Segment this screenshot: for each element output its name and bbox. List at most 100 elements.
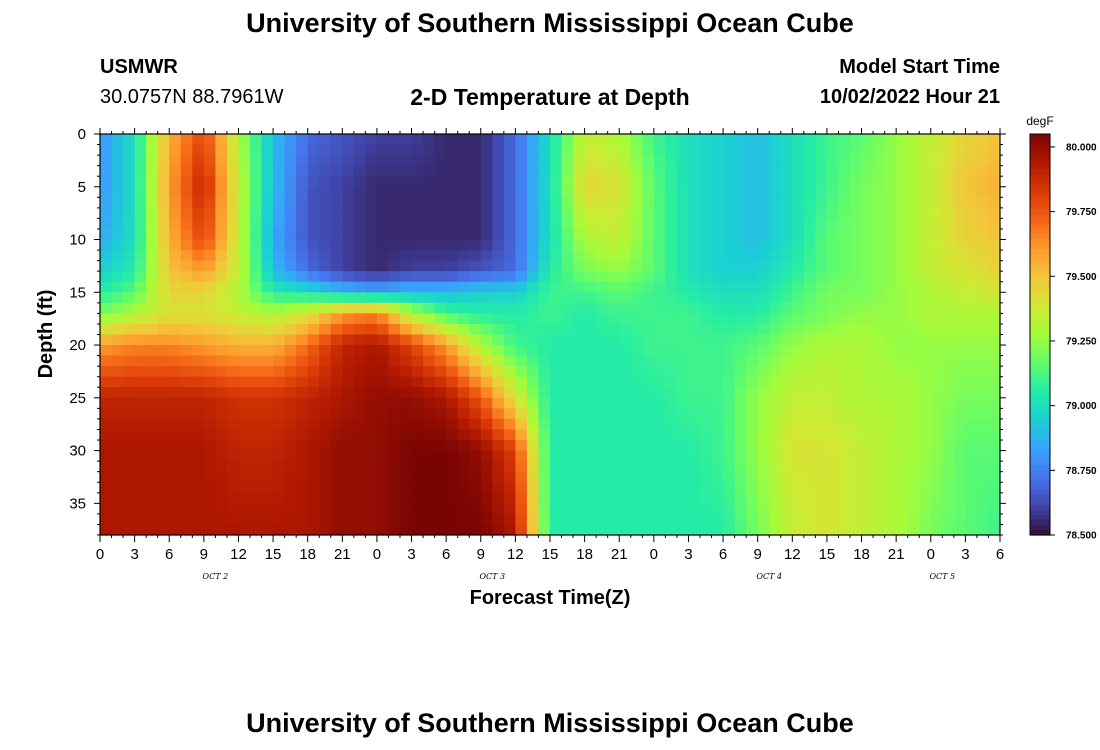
heatmap-cell: [261, 260, 274, 272]
heatmap-cell: [411, 482, 424, 494]
heatmap-cell: [538, 429, 551, 441]
heatmap-cell: [861, 429, 874, 441]
heatmap-cell: [734, 165, 747, 177]
heatmap-cell: [157, 345, 170, 357]
heatmap-cell: [100, 302, 113, 314]
heatmap-cell: [907, 355, 920, 367]
heatmap-cell: [850, 197, 863, 209]
heatmap-cell: [976, 503, 990, 515]
heatmap-cell: [642, 218, 655, 230]
heatmap-cell: [515, 228, 528, 241]
heatmap-cell: [630, 176, 643, 188]
heatmap-cell: [203, 313, 216, 325]
heatmap-cell: [400, 355, 413, 367]
heatmap-cell: [388, 450, 401, 462]
heatmap-cell: [942, 440, 955, 452]
heatmap-cell: [769, 239, 782, 251]
heatmap-cell: [100, 186, 113, 198]
heatmap-cell: [100, 418, 113, 431]
heatmap-cell: [803, 197, 816, 209]
heatmap-cell: [665, 513, 678, 526]
heatmap-cell: [503, 176, 516, 188]
heatmap-cell: [734, 302, 747, 314]
heatmap-cell: [365, 134, 378, 146]
heatmap-cell: [642, 397, 655, 409]
heatmap-cell: [942, 482, 955, 494]
heatmap-cell: [596, 271, 609, 283]
heatmap-cell: [550, 302, 563, 314]
heatmap-cell: [307, 429, 320, 441]
heatmap-cell: [180, 450, 193, 462]
colorbar-segment: [1030, 249, 1050, 255]
heatmap-cell: [400, 186, 413, 198]
heatmap-cell: [319, 155, 332, 167]
heatmap-cell: [123, 155, 136, 167]
colorbar-segment: [1030, 254, 1050, 260]
x-tick-label: 9: [754, 546, 762, 563]
heatmap-cell: [146, 228, 159, 241]
heatmap-cell: [596, 186, 609, 198]
heatmap-cell: [134, 429, 147, 441]
heatmap-cell: [734, 471, 747, 483]
heatmap-cell: [469, 218, 482, 230]
heatmap-cell: [688, 471, 701, 483]
heatmap-cell: [711, 524, 724, 535]
heatmap-cell: [734, 239, 747, 251]
heatmap-cell: [492, 323, 505, 336]
colorbar-segment: [1030, 399, 1050, 406]
heatmap-cell: [676, 524, 690, 535]
heatmap-cell: [792, 250, 805, 262]
heatmap-cell: [134, 260, 147, 272]
colorbar-segment: [1030, 229, 1050, 235]
heatmap-cell: [411, 313, 424, 325]
heatmap-cell: [976, 429, 990, 441]
heatmap-cell: [250, 482, 263, 494]
heatmap-cell: [665, 271, 678, 283]
heatmap-cell: [607, 239, 620, 251]
heatmap-cell: [596, 250, 609, 262]
heatmap-cell: [815, 418, 828, 431]
heatmap-cell: [688, 239, 701, 251]
heatmap-cell: [307, 503, 320, 515]
colorbar-segment: [1030, 199, 1050, 205]
heatmap-cell: [861, 471, 874, 483]
heatmap-cell: [907, 218, 920, 230]
heatmap-cell: [226, 450, 240, 462]
heatmap-cell: [550, 503, 563, 515]
heatmap-cell: [907, 429, 920, 441]
heatmap-cell: [180, 176, 193, 188]
heatmap-cell: [515, 292, 528, 304]
heatmap-cell: [238, 429, 251, 441]
heatmap-cell: [319, 397, 332, 409]
heatmap-cell: [400, 376, 413, 388]
heatmap-cell: [480, 355, 493, 367]
heatmap-cell: [607, 503, 620, 515]
heatmap-cell: [376, 387, 390, 399]
heatmap-cell: [630, 376, 643, 388]
heatmap-cell: [400, 524, 413, 535]
heatmap-cell: [838, 376, 851, 388]
heatmap-cell: [526, 482, 540, 494]
heatmap-cell: [757, 397, 770, 409]
heatmap-cell: [642, 440, 655, 452]
heatmap-cell: [284, 461, 297, 473]
heatmap-cell: [942, 250, 955, 262]
heatmap-cell: [388, 408, 401, 420]
heatmap-cell: [711, 155, 724, 167]
heatmap-cell: [711, 260, 724, 272]
heatmap-cell: [838, 397, 851, 409]
heatmap-cell: [665, 387, 678, 399]
colorbar-segment: [1030, 479, 1050, 486]
heatmap-cell: [423, 271, 436, 283]
heatmap-cell: [746, 207, 759, 220]
heatmap-cell: [342, 176, 355, 188]
heatmap-cell: [192, 228, 205, 241]
heatmap-cell: [492, 461, 505, 473]
heatmap-cell: [815, 524, 828, 535]
heatmap-cell: [492, 418, 505, 431]
heatmap-cell: [480, 503, 493, 515]
heatmap-cell: [780, 408, 793, 420]
heatmap-cell: [342, 292, 355, 304]
heatmap-cell: [146, 144, 159, 156]
heatmap-cell: [873, 450, 886, 462]
